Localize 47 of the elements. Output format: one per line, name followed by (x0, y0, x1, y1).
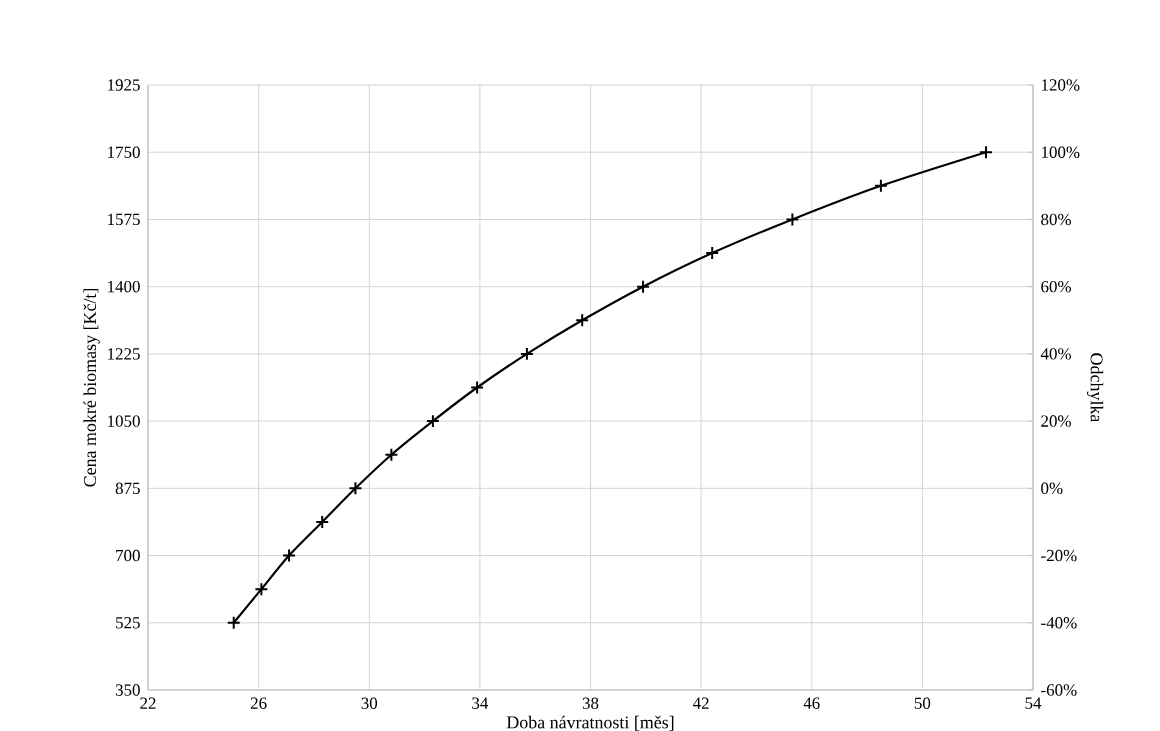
x-tick-label: 46 (803, 697, 820, 709)
y-tick-label: 1925 (108, 79, 140, 91)
y2-tick-label: 40% (1040, 348, 1071, 360)
point (226, 615, 241, 630)
x-tick-label: 38 (582, 697, 599, 709)
y2-tick-label: 120% (1042, 79, 1080, 91)
y-tick-label: 1400 (108, 280, 140, 293)
point (282, 548, 297, 563)
point (315, 514, 330, 529)
y-tick-label: 350 (115, 684, 140, 696)
y2-tick-label: 20% (1041, 415, 1071, 427)
point (575, 313, 590, 328)
x-tick-label: 22 (140, 697, 156, 709)
y-tick-label: 1575 (108, 213, 140, 226)
point (785, 212, 800, 227)
point (873, 178, 888, 193)
y-tick-label: 525 (116, 617, 140, 629)
point (348, 481, 363, 496)
y2-axis-title: Odchylka (1086, 353, 1104, 423)
x-axis-title: Doba návratnosti [měs] (506, 715, 674, 731)
point (425, 414, 440, 429)
y2-tick-label: -60% (1041, 684, 1077, 696)
x-tick-label: 34 (472, 697, 489, 709)
y-tick-label: 1050 (108, 415, 140, 427)
point (705, 246, 720, 261)
point (636, 279, 651, 294)
x-tick-label: 26 (250, 697, 267, 709)
y-tick-label: 1750 (108, 146, 140, 158)
point (470, 380, 485, 395)
point (519, 346, 534, 361)
y2-tick-label: 100% (1042, 146, 1080, 158)
point (254, 582, 269, 597)
y2-tick-label: -40% (1041, 617, 1077, 629)
x-tick-label: 30 (361, 697, 378, 709)
y2-tick-label: 80% (1041, 213, 1071, 226)
y2-tick-label: -20% (1041, 549, 1077, 562)
y2-tick-label: 0% (1041, 482, 1063, 495)
point (979, 145, 993, 160)
y-tick-label: 1225 (108, 348, 140, 360)
point (384, 447, 399, 462)
x-tick-label: 50 (914, 697, 931, 709)
x-tick-label: 42 (692, 697, 709, 709)
y-tick-label: 700 (116, 549, 140, 562)
x-tick-label: 54 (1025, 697, 1042, 709)
y-axis-title: Cena mokré biomasy [Kč/t] (83, 288, 100, 487)
y2-tick-label: 60% (1041, 280, 1071, 293)
y-tick-label: 875 (115, 482, 140, 495)
